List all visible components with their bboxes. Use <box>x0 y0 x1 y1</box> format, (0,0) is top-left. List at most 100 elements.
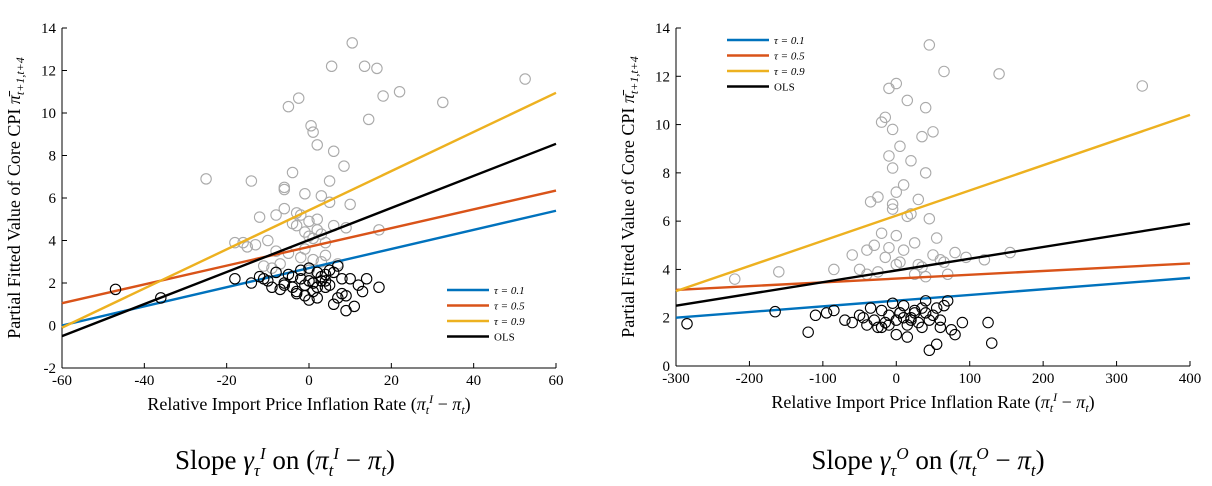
scatter-point-gray <box>886 162 899 174</box>
scatter-point-gray <box>916 130 928 143</box>
scatter-point-gray <box>897 244 910 256</box>
scatter-point-gray <box>901 94 914 107</box>
scatter-point-black <box>846 316 858 329</box>
scatter-point-black <box>109 283 122 296</box>
scatter-point-black <box>938 299 950 312</box>
legend-label: τ = 0.1 <box>494 285 525 297</box>
scatter-point-black <box>155 292 167 304</box>
x-tick-label: -300 <box>662 371 690 387</box>
scatter-point-gray <box>894 256 906 268</box>
scatter-point-gray <box>358 60 371 72</box>
scatter-point-black <box>319 275 332 287</box>
scatter-point-gray <box>883 241 895 254</box>
chart-2: -300 -200 -100 0 100 200 300 400 0 2 4 6 8 10 12 14 τ = … <box>618 21 1201 480</box>
y-tick-label: 14 <box>655 21 671 37</box>
scatter-point-gray <box>853 263 866 276</box>
scatter-point-black <box>875 321 888 334</box>
scatter-point-gray <box>875 227 888 239</box>
scatter-point-gray <box>912 258 925 271</box>
scatter-point-black <box>930 302 943 314</box>
scatter-point-gray <box>393 86 406 98</box>
scatter-point-gray <box>305 120 317 132</box>
y-tick-label: -2 <box>44 361 57 377</box>
y-tick-label: 2 <box>663 311 671 327</box>
scatter-point-black <box>332 260 344 272</box>
scatter-point-black <box>875 304 888 317</box>
scatter-point-gray <box>371 62 383 75</box>
scatter-point-gray <box>894 140 906 153</box>
x-tick-label: 200 <box>1032 371 1055 387</box>
scatter-point-black <box>864 302 877 314</box>
x-tick-label: 0 <box>305 373 313 389</box>
scatter-point-gray <box>270 209 282 221</box>
scatter-point-black <box>934 321 947 334</box>
scatter-point-black <box>360 272 373 285</box>
scatter-point-black <box>949 328 961 341</box>
scatter-point-gray <box>728 273 741 285</box>
scatter-point-gray <box>941 268 954 281</box>
y-tick-label: 6 <box>49 191 57 207</box>
scatter-point-gray <box>886 198 899 210</box>
x-tick-label: -100 <box>809 371 837 387</box>
scatter-point-black <box>908 304 921 317</box>
scatter-point-gray <box>897 179 910 191</box>
x-axis-label: Relative Import Price Inflation Rate (πt… <box>771 390 1094 415</box>
y-tick-label: 4 <box>49 234 57 250</box>
scatter-point-black <box>897 299 910 312</box>
y-axis-label: Partial Fitted Value of Core CPI π̄t+1,t… <box>618 56 641 338</box>
scatter-point-black <box>327 266 340 279</box>
x-axis-label: Relative Import Price Inflation Rate (πt… <box>147 392 470 417</box>
scatter-point-black <box>919 307 932 319</box>
legend: τ = 0.1 τ = 0.5 τ = 0.9 OLS <box>727 35 805 94</box>
scatter-point-gray <box>978 254 991 266</box>
y-tick-label: 4 <box>663 262 671 278</box>
x-tick-label: -20 <box>217 373 237 389</box>
series-line--0-1 <box>61 209 557 327</box>
scatter-point-black <box>270 266 282 279</box>
scatter-point-gray <box>923 39 936 51</box>
scatter-point-gray <box>262 234 274 247</box>
scatter-point-gray <box>938 65 950 78</box>
scatter-point-gray <box>905 155 917 167</box>
scatter-point-gray <box>949 246 961 259</box>
scatter-point-gray <box>278 202 291 215</box>
scatter-point-gray <box>934 254 947 266</box>
scatter-point-gray <box>266 262 278 274</box>
scatter-point-black <box>290 287 303 300</box>
scatter-point-black <box>245 277 258 289</box>
scatter-point-black <box>373 281 385 293</box>
scatter-point-black <box>886 297 899 309</box>
scatter-point-black <box>352 279 365 291</box>
scatter-point-gray <box>315 255 328 268</box>
scatter-point-gray <box>864 196 877 208</box>
scatter-point-gray <box>237 236 249 249</box>
scatter-point-gray <box>927 126 939 138</box>
y-tick-label: 2 <box>49 276 57 292</box>
scatter-point-gray <box>311 224 323 236</box>
legend-label: τ = 0.1 <box>774 35 805 47</box>
scatter-point-black <box>323 279 336 291</box>
scatter-point-black <box>901 331 914 343</box>
series-line-ols <box>675 222 1191 307</box>
legend-label: OLS <box>774 82 795 94</box>
scatter-point-black <box>348 300 361 313</box>
chart-caption: Slope γτI on (πtI − πt) <box>175 444 395 480</box>
scatter-point-black <box>809 309 822 322</box>
scatter-point-black <box>311 292 323 304</box>
scatter-point-gray <box>872 191 884 203</box>
scatter-point-gray <box>241 241 254 253</box>
scatter-point-black <box>327 298 340 310</box>
scatter-point-gray <box>905 208 917 220</box>
scatter-point-gray <box>1136 80 1149 92</box>
series-line--0-1 <box>675 276 1191 319</box>
scatter-point-black <box>340 304 352 317</box>
y-axis-label: Partial Fitted Value of Core CPI π̄t+1,t… <box>4 57 27 339</box>
series-line--0-9 <box>675 113 1191 293</box>
scatter-point-black <box>802 326 814 338</box>
y-tick-label: 10 <box>655 118 670 134</box>
scatter-point-gray <box>278 181 291 194</box>
scatter-point-gray <box>377 90 389 102</box>
legend-label: τ = 0.5 <box>774 51 805 63</box>
scatter-point-black <box>681 317 693 330</box>
